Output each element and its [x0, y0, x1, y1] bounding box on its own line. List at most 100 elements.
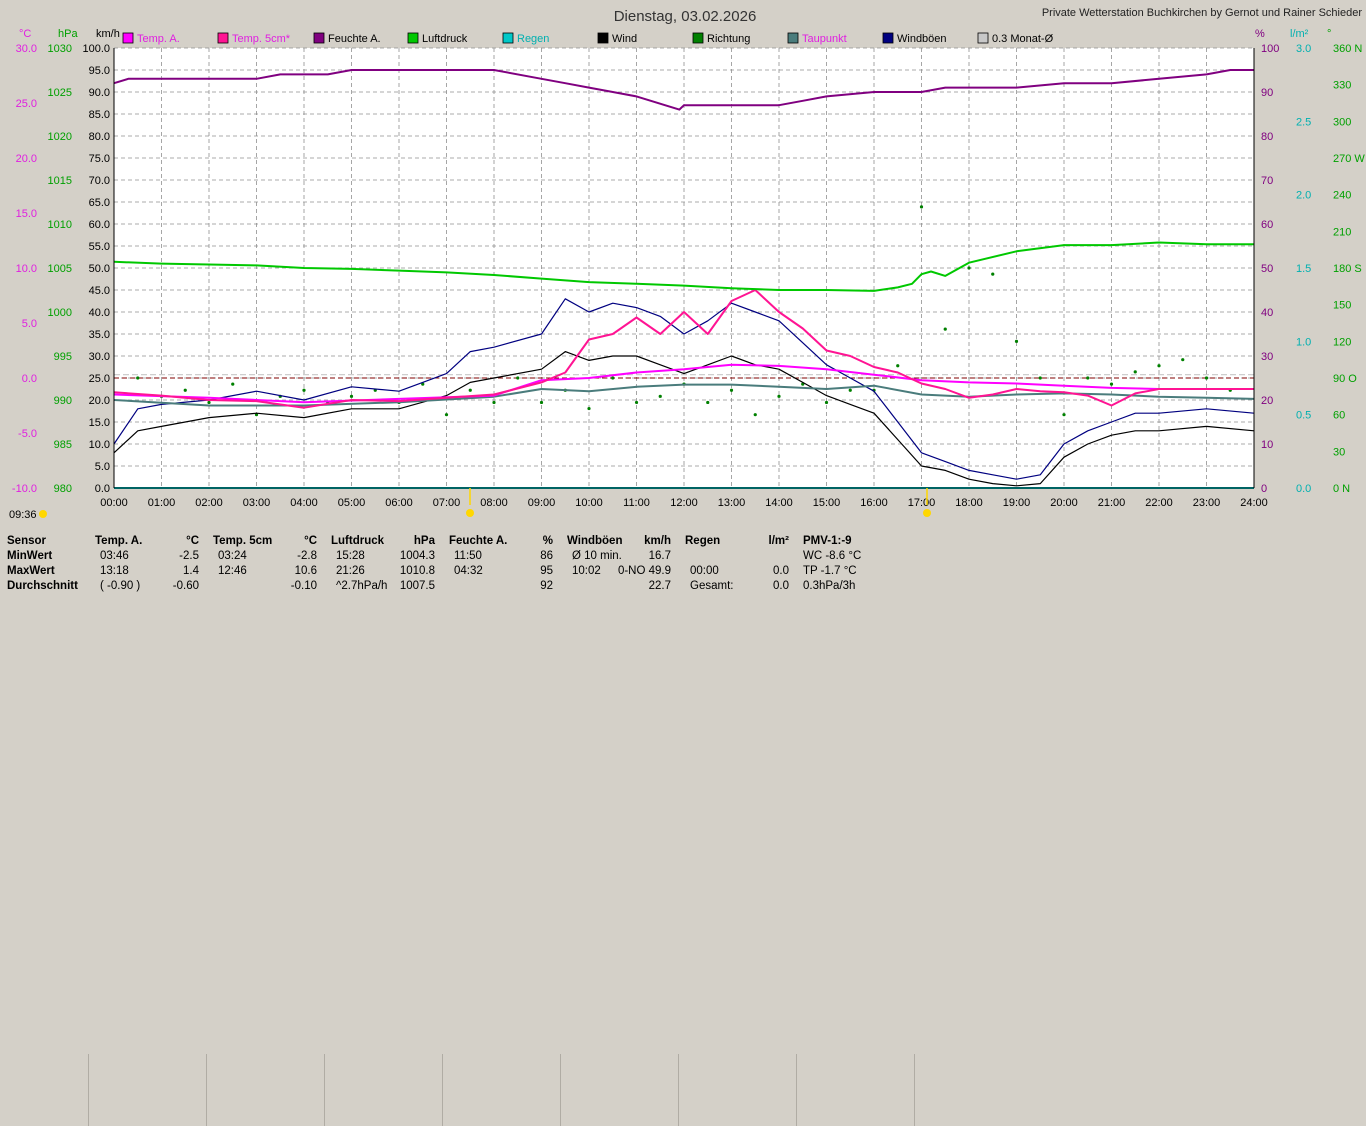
right-axis-tick-label: 90 O: [1333, 373, 1357, 385]
right-axis-tick-label: 60: [1333, 410, 1345, 422]
left-axis-tick-label: 35.0: [89, 329, 110, 341]
left-axis-tick-label: 10.0: [89, 439, 110, 451]
left-axis-tick-label: 0.0: [95, 483, 110, 495]
stats-column-unit: °C: [304, 535, 317, 547]
right-axis-tick-label: 10: [1261, 439, 1273, 451]
stats-row-label: Durchschnitt: [7, 580, 78, 592]
left-axis-tick-label: 75.0: [89, 153, 110, 165]
left-axis-tick-label: 995: [54, 351, 72, 363]
legend-swatch: [597, 32, 609, 44]
x-tick-label: 13:00: [718, 497, 746, 509]
left-axis-unit: hPa: [58, 28, 78, 40]
stats-row-label: MaxWert: [7, 565, 55, 577]
right-axis-tick-label: 300: [1333, 116, 1351, 128]
statistics-table: Sensor MinWert MaxWert Durchschnitt Temp. A.…: [0, 526, 1366, 1126]
stats-avg-value: 92: [540, 580, 553, 592]
right-axis-tick-label: 60: [1261, 219, 1273, 231]
left-axis-tick-label: 1025: [48, 87, 72, 99]
stats-row-label: Sensor: [7, 535, 46, 547]
left-axis-tick-label: 30.0: [16, 43, 37, 55]
stats-avg-value: -0.60: [172, 580, 199, 592]
legend-swatch: [882, 32, 894, 44]
left-axis-tick-label: 30.0: [89, 351, 110, 363]
x-tick-label: 23:00: [1193, 497, 1221, 509]
richtung-point: [207, 400, 211, 405]
richtung-point: [1157, 364, 1161, 368]
stats-max-time: 13:18: [100, 565, 129, 577]
richtung-point: [1133, 370, 1137, 374]
station-name: Private Wetterstation Buchkirchen by Ger…: [1042, 7, 1363, 19]
richtung-point: [991, 272, 995, 276]
left-axis-tick-label: -5.0: [18, 428, 37, 440]
stats-min-value: 86: [540, 550, 553, 562]
x-tick-label: 17:00: [908, 497, 936, 509]
right-axis-tick-label: 70: [1261, 175, 1273, 187]
left-axis-tick-label: 15.0: [16, 208, 37, 220]
stats-min-time: 03:24: [218, 550, 247, 562]
left-axis-tick-label: 80.0: [89, 131, 110, 143]
stats-min-value: 1004.3: [399, 550, 435, 562]
sun-icon: [39, 510, 47, 518]
stats-max-value: 10.6: [294, 565, 317, 577]
richtung-point: [136, 376, 140, 380]
legend-entry: Taupunkt: [802, 33, 847, 45]
right-axis-tick-label: 360 N: [1333, 43, 1362, 55]
richtung-point: [1062, 413, 1066, 417]
richtung-point: [896, 364, 900, 368]
right-axis-tick-label: 270 W: [1333, 153, 1365, 165]
richtung-point: [468, 388, 472, 392]
x-tick-label: 22:00: [1145, 497, 1173, 509]
x-tick-label: 12:00: [670, 497, 698, 509]
x-tick-label: 02:00: [195, 497, 223, 509]
richtung-point: [1086, 376, 1090, 380]
right-axis-tick-label: 120: [1333, 336, 1351, 348]
right-axis-tick-label: 0.5: [1296, 410, 1311, 422]
stats-avg-note: Gesamt:: [690, 580, 734, 592]
stats-column-unit: %: [542, 535, 553, 547]
x-tick-label: 15:00: [813, 497, 841, 509]
x-tick-label: 06:00: [385, 497, 413, 509]
legend-entry: Luftdruck: [422, 33, 468, 45]
right-axis-tick-label: 0.0: [1296, 483, 1311, 495]
right-axis-tick-label: 1.0: [1296, 336, 1311, 348]
legend-swatch: [313, 32, 325, 44]
richtung-point: [1204, 376, 1209, 380]
right-axis-tick-label: 2.0: [1296, 190, 1311, 202]
left-axis-tick-label: 0.0: [22, 373, 37, 385]
left-axis-tick-label: 95.0: [89, 65, 110, 77]
x-tick-label: 21:00: [1098, 497, 1126, 509]
left-axis-tick-label: 65.0: [89, 197, 110, 209]
right-axis-tick-label: 20: [1261, 395, 1273, 407]
right-axis-tick-label: 240: [1333, 190, 1351, 202]
left-axis-tick-label: 85.0: [89, 109, 110, 121]
stats-column-unit: °C: [186, 535, 199, 547]
left-axis-tick-label: 45.0: [89, 285, 110, 297]
right-axis-tick-label: 30: [1333, 446, 1345, 458]
right-axis-tick-label: 210: [1333, 226, 1351, 238]
luftdruck-line: [113, 241, 1254, 292]
stats-max-time: 00:00: [690, 565, 719, 577]
richtung-point: [302, 388, 306, 392]
stats-column-title: Feuchte A.: [449, 535, 508, 547]
stats-max-value: TP -1.7 °C: [803, 565, 857, 577]
richtung-point: [611, 376, 615, 380]
x-tick-label: 19:00: [1003, 497, 1031, 509]
left-axis-tick-label: 1000: [48, 307, 72, 319]
feuchte-a-line: [113, 69, 1254, 111]
stats-min-time: Ø 10 min.: [572, 550, 622, 562]
stats-min-time: 03:46: [100, 550, 129, 562]
left-axis-tick-label: 20.0: [16, 153, 37, 165]
richtung-point: [706, 400, 710, 405]
x-tick-label: 20:00: [1050, 497, 1078, 509]
x-tick-label: 10:00: [575, 497, 603, 509]
richtung-point: [183, 388, 187, 392]
x-tick-label: 08:00: [480, 497, 508, 509]
sunset-icon: [923, 509, 931, 517]
richtung-point: [753, 413, 757, 417]
stats-column-title: PMV-1:-9: [803, 535, 852, 547]
richtung-point: [967, 266, 971, 270]
right-axis-tick-label: 30: [1261, 351, 1273, 363]
richtung-point: [777, 394, 781, 398]
stats-column-title: Luftdruck: [331, 535, 385, 547]
richtung-point: [634, 400, 639, 405]
